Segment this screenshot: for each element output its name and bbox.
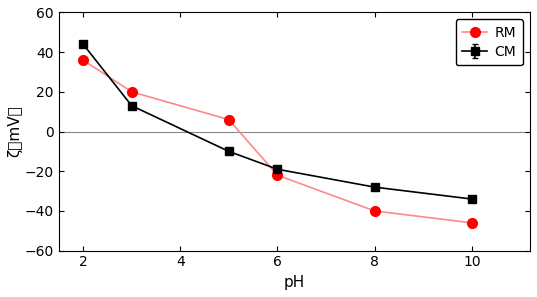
RM (274, 173, 281, 177)
RM (80, 58, 86, 62)
RM (372, 209, 378, 213)
RM (128, 90, 135, 94)
Legend: RM, CM: RM, CM (455, 19, 523, 65)
RM (469, 221, 475, 225)
Line: RM: RM (78, 55, 477, 228)
RM (226, 118, 232, 121)
Y-axis label: ζ（mV）: ζ（mV） (7, 106, 22, 157)
X-axis label: pH: pH (284, 275, 305, 290)
